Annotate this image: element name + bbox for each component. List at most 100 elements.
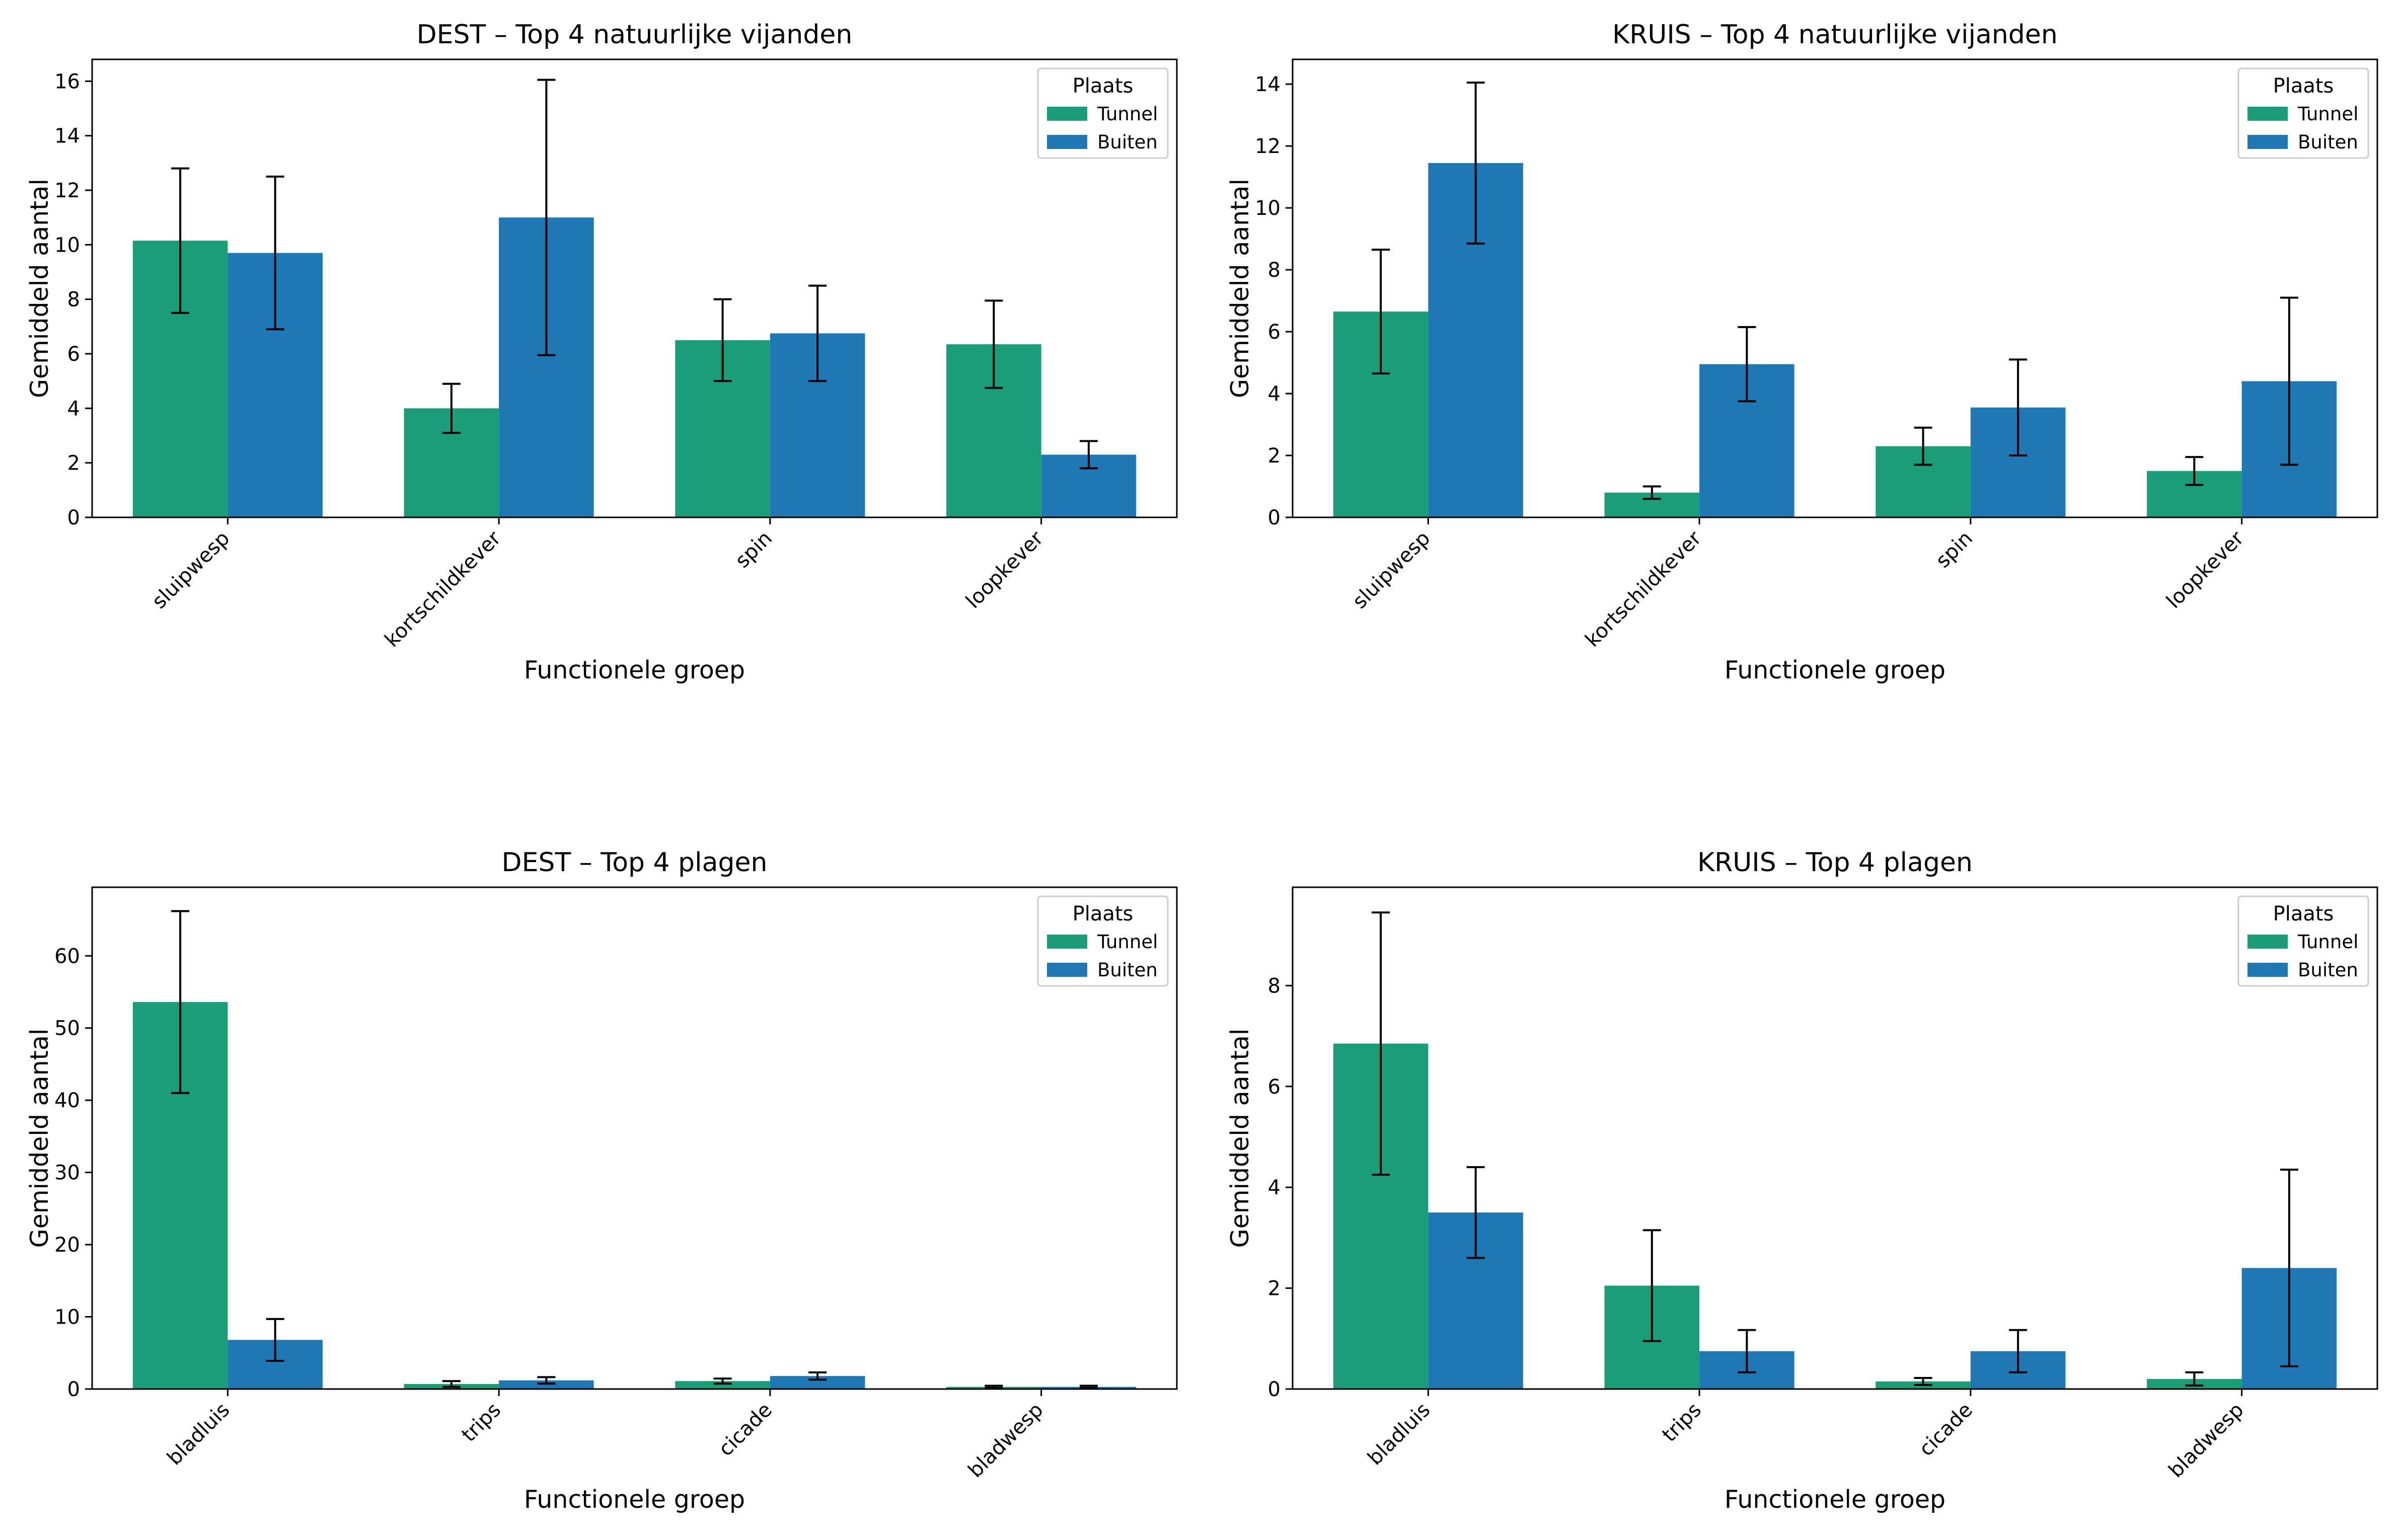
legend: Plaats Tunnel Buiten	[1037, 895, 1169, 987]
x-tick-label: bladwesp	[2164, 1399, 2248, 1483]
x-tick-label: loopkever	[961, 526, 1048, 613]
legend-swatch-tunnel	[2247, 935, 2288, 949]
y-tick-label: 8	[67, 288, 80, 312]
y-tick-label: 6	[67, 343, 80, 366]
x-tick-label: kortschildkever	[1581, 526, 1706, 652]
error-bar-buiten-kortschildkever	[1738, 326, 1756, 403]
error-bar-tunnel-bladwesp	[985, 1384, 1003, 1389]
legend-title: Plaats	[2273, 902, 2334, 926]
legend-label-buiten: Buiten	[2298, 131, 2358, 153]
error-bar-tunnel-trips	[1642, 1229, 1661, 1342]
y-tick-label: 2	[67, 452, 80, 475]
y-tick-label: 2	[1268, 444, 1281, 468]
error-bar-tunnel-cicade	[1914, 1376, 1932, 1386]
legend-label-tunnel: Tunnel	[2297, 931, 2358, 953]
error-bar-buiten-trips	[537, 1376, 556, 1385]
error-bar-buiten-bladwesp	[1079, 1384, 1098, 1389]
y-tick-label: 14	[54, 125, 80, 148]
legend-title: Plaats	[1073, 74, 1134, 98]
legend: Plaats Tunnel Buiten	[1037, 67, 1169, 159]
bar-tunnel-cicade	[675, 1381, 770, 1389]
error-bar-tunnel-sluipwesp	[171, 167, 190, 314]
y-tick-label: 16	[54, 70, 80, 93]
x-tick-label: bladwesp	[964, 1399, 1048, 1483]
error-bar-buiten-loopkever	[1079, 440, 1098, 470]
error-bar-tunnel-bladluis	[1372, 911, 1390, 1176]
y-tick-label: 40	[54, 1089, 80, 1112]
x-tick-label: spin	[1931, 527, 1977, 573]
x-axis-label: Functionele groep	[1724, 1485, 1945, 1514]
legend-swatch-buiten	[1047, 963, 1087, 977]
legend-label-buiten: Buiten	[1097, 131, 1158, 153]
error-bar-tunnel-kortschildkever	[1642, 485, 1661, 500]
legend-label-tunnel: Tunnel	[1097, 103, 1158, 125]
legend-swatch-buiten	[2247, 135, 2288, 149]
legend-swatch-buiten	[2247, 963, 2288, 977]
chart-panel-3: DEST – Top 4 plagen 0 10 20 30 40 50 60 bladluis…	[25, 848, 1178, 1514]
error-bar-tunnel-sluipwesp	[1372, 249, 1390, 375]
error-bar-tunnel-loopkever	[2185, 456, 2204, 486]
x-tick-label: sluipwesp	[1348, 527, 1435, 613]
error-bar-buiten-sluipwesp	[266, 175, 284, 331]
error-bar-tunnel-loopkever	[985, 299, 1003, 389]
x-tick-label: sluipwesp	[147, 527, 234, 613]
legend-title: Plaats	[2273, 74, 2334, 98]
y-tick-label: 0	[67, 1378, 80, 1401]
y-tick-label: 0	[1268, 506, 1281, 529]
error-bar-tunnel-bladwesp	[2185, 1371, 2204, 1387]
error-bar-buiten-cicade	[808, 1371, 827, 1381]
error-bar-buiten-cicade	[2009, 1329, 2028, 1373]
error-bar-tunnel-trips	[442, 1380, 461, 1388]
y-tick-label: 12	[1255, 135, 1281, 158]
error-bar-buiten-loopkever	[2280, 296, 2298, 466]
axes-frame	[1292, 886, 2378, 1390]
y-tick-label: 10	[1255, 197, 1281, 220]
error-bar-buiten-bladluis	[266, 1318, 284, 1362]
y-tick-label: 4	[1268, 1176, 1281, 1199]
y-tick-label: 12	[54, 179, 80, 202]
error-bar-buiten-bladwesp	[2280, 1169, 2298, 1367]
y-axis-label: Gemiddeld aantal	[25, 179, 54, 398]
error-bar-buiten-spin	[2009, 358, 2028, 457]
error-bar-buiten-spin	[808, 284, 827, 382]
legend-label-buiten: Buiten	[1097, 959, 1158, 981]
y-tick-label: 6	[1268, 321, 1281, 344]
y-tick-label: 30	[54, 1162, 80, 1185]
x-tick-label: cicade	[1915, 1399, 1977, 1461]
y-tick-label: 50	[54, 1017, 80, 1040]
y-axis-label: Gemiddeld aantal	[1226, 179, 1254, 398]
x-axis-label: Functionele groep	[524, 1485, 745, 1514]
axes-frame	[91, 886, 1178, 1390]
error-bar-tunnel-spin	[1914, 426, 1932, 466]
legend-title: Plaats	[1073, 902, 1134, 926]
axes-frame	[1292, 58, 2378, 518]
x-tick-label: cicade	[714, 1399, 777, 1461]
legend-swatch-buiten	[1047, 135, 1087, 149]
error-bar-buiten-bladluis	[1466, 1166, 1485, 1259]
chart-title: DEST – Top 4 natuurlijke vijanden	[417, 20, 853, 50]
error-bar-tunnel-bladluis	[171, 910, 190, 1094]
x-axis-label: Functionele groep	[524, 656, 745, 684]
axes-frame	[91, 58, 1178, 518]
x-tick-label: loopkever	[2162, 526, 2248, 613]
y-tick-label: 8	[1268, 259, 1281, 282]
y-axis-label: Gemiddeld aantal	[1226, 1028, 1254, 1248]
y-tick-label: 0	[67, 506, 80, 529]
y-tick-label: 60	[54, 945, 80, 968]
legend-swatch-tunnel	[2247, 107, 2288, 121]
x-tick-label: trips	[457, 1399, 505, 1447]
y-tick-label: 10	[54, 1306, 80, 1329]
legend-label-buiten: Buiten	[2298, 959, 2358, 981]
legend-label-tunnel: Tunnel	[1097, 931, 1158, 953]
y-axis-label: Gemiddeld aantal	[25, 1028, 54, 1248]
y-tick-label: 2	[1268, 1277, 1281, 1300]
x-axis-label: Functionele groep	[1724, 656, 1945, 684]
y-tick-label: 4	[1268, 382, 1281, 406]
legend-label-tunnel: Tunnel	[2297, 103, 2358, 125]
y-tick-label: 4	[67, 397, 80, 420]
legend: Plaats Tunnel Buiten	[2237, 67, 2369, 159]
legend-swatch-tunnel	[1047, 935, 1087, 949]
chart-panel-1: DEST – Top 4 natuurlijke vijanden 0 2 4 6 8 10…	[25, 20, 1178, 684]
y-tick-label: 20	[54, 1234, 80, 1257]
y-tick-label: 10	[54, 234, 80, 257]
